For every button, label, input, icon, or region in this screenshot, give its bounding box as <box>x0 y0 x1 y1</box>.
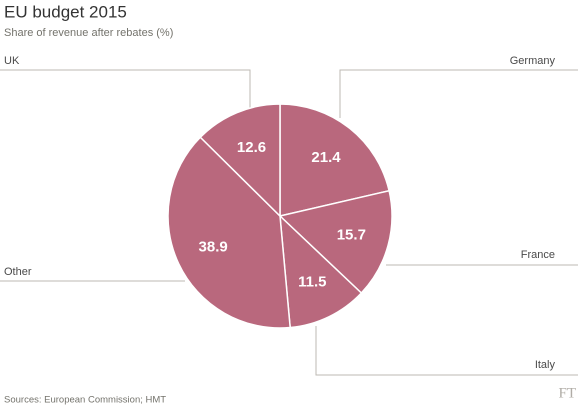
slice-name: France <box>521 249 555 261</box>
slice-name: UK <box>4 55 20 67</box>
slice-name: Germany <box>510 55 556 67</box>
pie-slice <box>199 103 281 218</box>
logo: FT <box>558 385 576 401</box>
pie-slice <box>279 214 363 329</box>
value-label: 12.6 <box>237 139 266 156</box>
slice-name: Other <box>4 266 32 278</box>
pie-slice <box>278 189 393 295</box>
leader-line <box>315 326 578 376</box>
slice-name: Italy <box>535 359 556 371</box>
chart-subtitle: Share of revenue after rebates (%) <box>4 27 173 39</box>
value-label: 11.5 <box>298 273 326 290</box>
value-label: 15.7 <box>337 226 366 243</box>
source: Sources: European Commission; HMT <box>4 395 166 406</box>
leader-line <box>0 69 251 112</box>
value-label: 38.9 <box>199 239 228 256</box>
pie-slice <box>167 136 291 329</box>
chart-title: EU budget 2015 <box>4 2 127 21</box>
leader-lines <box>0 69 578 376</box>
value-label: 21.4 <box>311 149 341 166</box>
leader-line <box>339 69 578 118</box>
pie-slice <box>279 103 391 217</box>
